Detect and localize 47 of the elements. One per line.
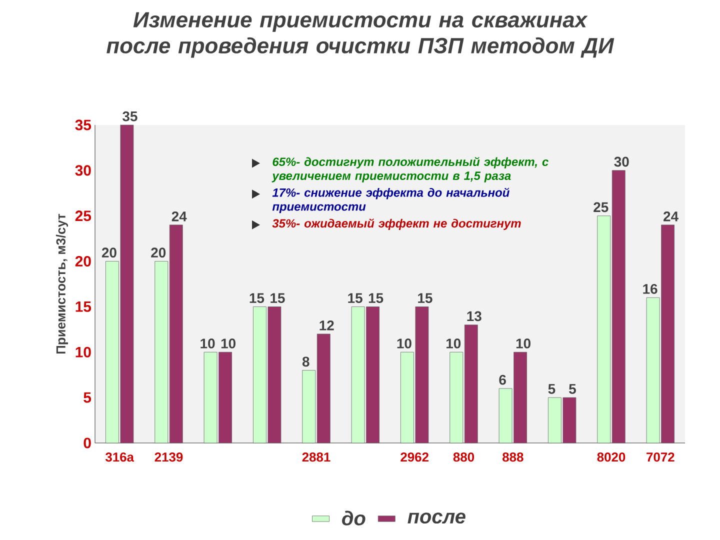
chart-title: Изменение приемистости на скважинах после проведения очистки ПЗП методом ДИ [106,12,614,58]
x-tick-label: 7072 [646,452,674,462]
y-tick-label: 35 [75,120,92,130]
y-tick-label: 25 [75,210,92,222]
data-label: 10 [516,338,530,348]
annotation: 65%- достигнут положительный эффект, с увеличением приемистости в 1,5 раза [272,156,548,182]
data-label: 30 [614,156,629,167]
data-label: 6 [499,374,506,385]
data-label: 16 [643,284,658,294]
legend-label: до [342,510,366,526]
data-label: 15 [250,293,264,304]
y-axis-title: Приемистость, м3/сут [56,214,68,354]
data-label: 13 [467,311,482,322]
x-tick-label: 2962 [400,452,428,462]
data-label: 24 [172,211,187,222]
x-tick-label: 2881 [302,452,330,462]
annotation: 35%- ожидаемый эффект не достигнут [272,218,521,230]
x-tick-label: 2139 [154,452,183,462]
data-label: 15 [348,293,362,304]
x-tick-label: 888 [502,452,524,462]
y-tick-label: 20 [75,256,91,267]
data-label: 35 [122,111,138,122]
y-tick-label: 0 [84,438,91,448]
data-label: 5 [569,384,576,394]
data-label: 24 [664,211,678,222]
y-tick-label: 10 [76,346,91,358]
y-tick-label: 15 [76,301,92,312]
y-tick-label: 5 [84,392,92,403]
y-tick-label: 30 [75,165,91,176]
legend-label: после [408,512,466,524]
x-tick-label: 316а [105,452,134,462]
x-tick-label: 8020 [597,452,626,462]
data-label: 15 [418,293,432,304]
data-label: 10 [397,338,412,348]
x-tick-label: 880 [453,452,474,462]
data-label: 15 [270,293,285,304]
data-label: 20 [151,248,166,258]
data-label: 20 [102,248,116,258]
annotation: 17%- снижение эффекта до начальной приемистости [272,188,510,214]
data-label: 15 [368,293,384,304]
data-label: 5 [548,384,556,394]
data-label: 12 [320,320,334,330]
data-label: 8 [302,356,310,367]
data-label: 25 [594,202,608,212]
data-label: 10 [446,338,461,348]
data-label: 10 [221,338,236,348]
data-label: 10 [200,338,215,348]
